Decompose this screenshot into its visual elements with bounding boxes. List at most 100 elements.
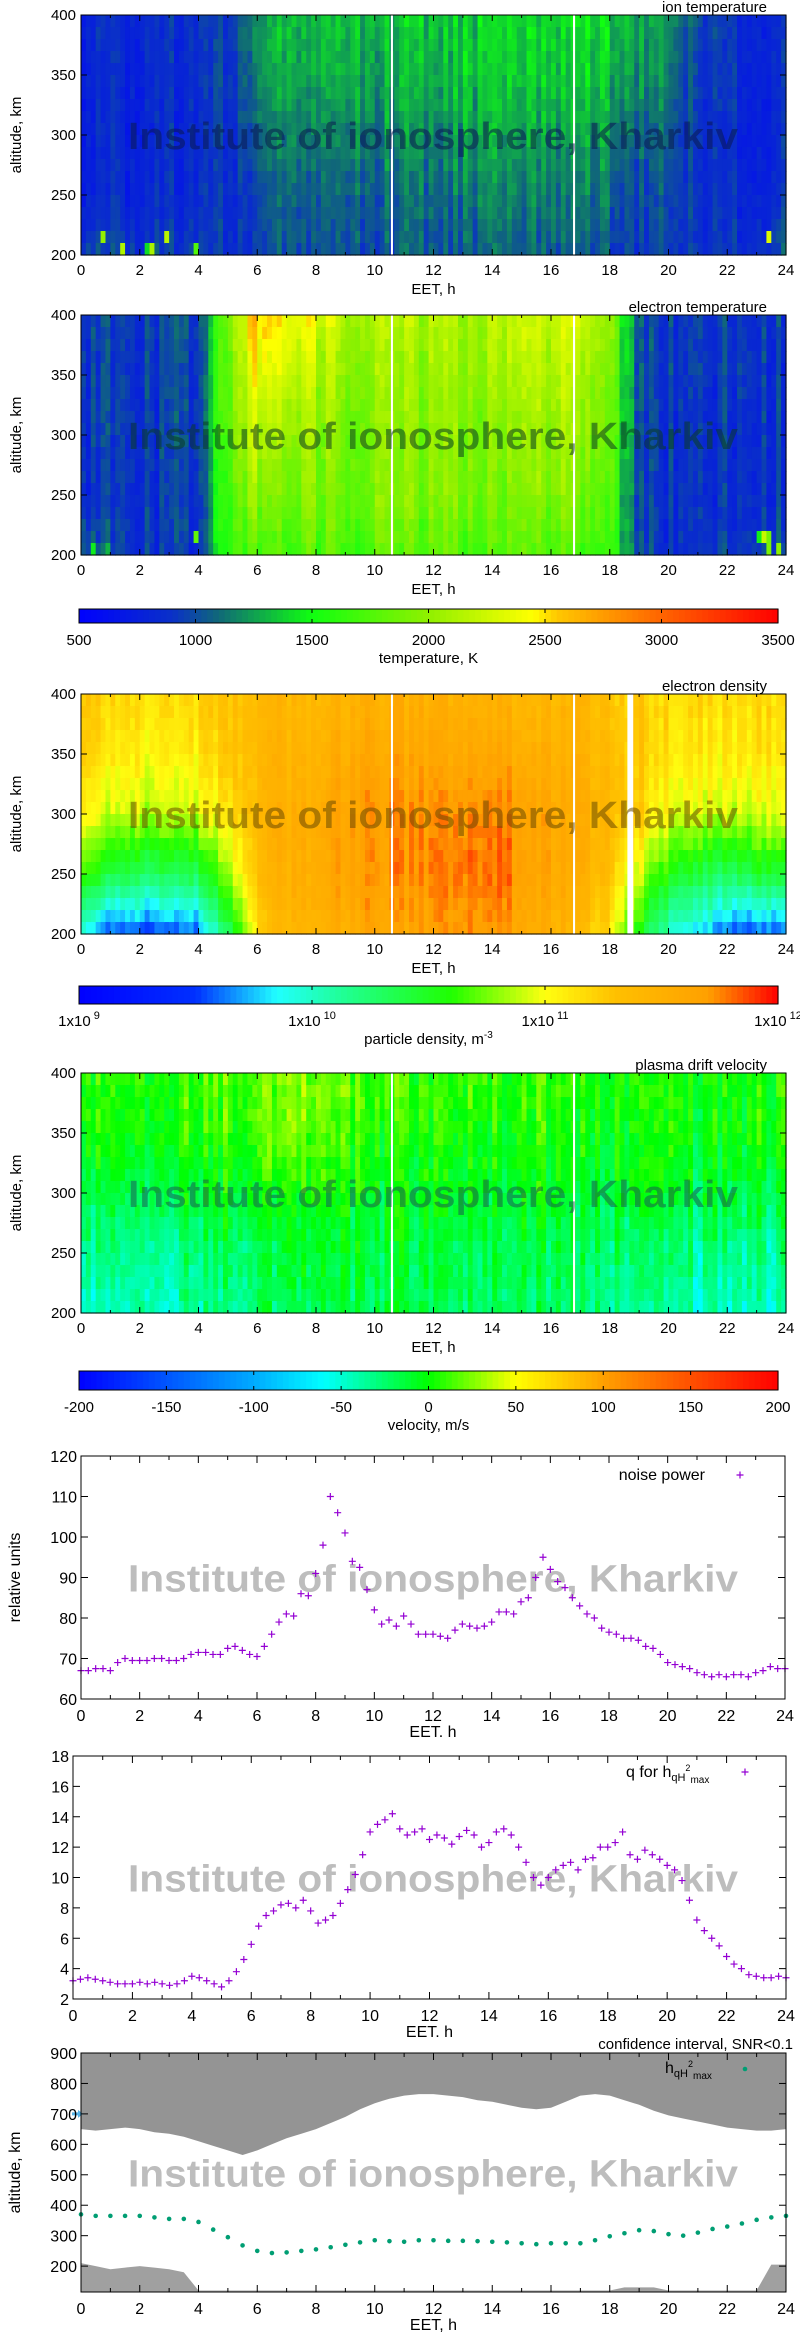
heatmap-cell (129, 339, 136, 352)
heatmap-cell (247, 363, 253, 376)
heatmap-cell (472, 471, 479, 484)
heatmap-cell (604, 75, 611, 88)
heatmap-cell (668, 39, 674, 52)
heatmap-cell (232, 423, 239, 436)
heatmap-cell (462, 39, 469, 52)
heatmap-cell (198, 171, 204, 184)
heatmap-cell (727, 51, 733, 64)
heatmap-cell (619, 219, 626, 232)
heatmap-cell (453, 339, 459, 352)
heatmap-cell (129, 15, 136, 28)
heatmap-cell (193, 375, 200, 388)
heatmap-cell (267, 495, 273, 508)
heatmap-cell (727, 27, 733, 40)
heatmap-cell (198, 99, 204, 112)
heatmap-cell (85, 147, 92, 160)
heatmap-cell (178, 231, 185, 244)
heatmap-cell (443, 483, 449, 496)
heatmap-cell (555, 447, 562, 460)
heatmap-cell (673, 219, 679, 232)
heatmap-cell (247, 111, 253, 124)
heatmap-cell (149, 423, 156, 436)
heatmap-cell (433, 327, 439, 340)
heatmap-cell (551, 231, 557, 244)
heatmap-cell (453, 363, 459, 376)
heatmap-cell (203, 411, 209, 424)
heatmap-cell (516, 327, 523, 340)
heatmap-cell (511, 315, 518, 328)
heatmap-cell (169, 111, 175, 124)
heatmap-cell (766, 51, 772, 64)
heatmap-cell (330, 387, 337, 400)
heatmap-cell (448, 399, 454, 412)
heatmap-cell (134, 27, 141, 40)
heatmap-cells (81, 15, 787, 256)
heatmap-cell (453, 159, 459, 172)
heatmap-cell (428, 183, 435, 196)
heatmap-cell (565, 27, 572, 40)
heatmap-cell (271, 399, 278, 412)
heatmap-cell (335, 147, 342, 160)
heatmap-cell (467, 447, 474, 460)
heatmap-cell (149, 519, 156, 532)
heatmap-cell (325, 219, 332, 232)
heatmap-cell (159, 15, 165, 28)
heatmap-cell (751, 207, 758, 220)
heatmap-cell (340, 399, 346, 412)
heatmap-cell (727, 171, 733, 184)
heatmap-cell (585, 207, 591, 220)
heatmap-cell (536, 423, 542, 436)
heatmap-cell (105, 519, 111, 532)
heatmap-cell (644, 231, 650, 244)
heatmap-cell (227, 519, 234, 532)
heatmap-cell (521, 51, 528, 64)
heatmap-cell (311, 39, 317, 52)
heatmap-cell (560, 27, 567, 40)
heatmap-cell (325, 27, 332, 40)
heatmap-cell (335, 159, 342, 172)
heatmap-cell (262, 39, 268, 52)
heatmap-cell (653, 63, 660, 76)
heatmap-cell (350, 123, 356, 136)
heatmap-cell (350, 339, 356, 352)
heatmap-cell (565, 111, 572, 124)
heatmap-cell (154, 387, 160, 400)
heatmap-cell (169, 99, 175, 112)
heatmap-cell (320, 219, 327, 232)
heatmap-cell (737, 99, 743, 112)
heatmap-cell (487, 87, 493, 100)
heatmap-cell (526, 531, 533, 544)
heatmap-cell (95, 171, 102, 184)
heatmap-cell (242, 219, 249, 232)
heatmap-cell (325, 135, 332, 148)
heatmap-cell (369, 183, 376, 196)
heatmap-cell (183, 363, 190, 376)
heatmap-cell (139, 543, 146, 556)
heatmap-cell (457, 15, 464, 28)
heatmap-cell (732, 231, 738, 244)
heatmap-cell (413, 231, 420, 244)
heatmap-cell (330, 543, 337, 556)
heatmap-cell (247, 147, 253, 160)
heatmap-cell (164, 339, 170, 352)
heatmap-cell (129, 99, 136, 112)
heatmap-cell (761, 147, 768, 160)
heatmap-cell (702, 75, 709, 88)
heatmap-cell (242, 543, 249, 556)
heatmap-cell (683, 123, 689, 136)
heatmap-cell (188, 339, 195, 352)
heatmap-cell (428, 99, 435, 112)
heatmap-cell (688, 51, 694, 64)
heatmap-cell (110, 99, 116, 112)
heatmap-cell (438, 183, 444, 196)
heatmap-cell (120, 363, 126, 376)
heatmap-cell (360, 135, 366, 148)
heatmap-cell (227, 243, 234, 256)
heatmap-cell (472, 63, 479, 76)
heatmap-cell (506, 219, 513, 232)
heatmap-cell (413, 495, 420, 508)
heatmap-cell (335, 387, 342, 400)
heatmap-cell (629, 51, 635, 64)
heatmap-cell (115, 459, 121, 472)
heatmap-cell (692, 87, 699, 100)
